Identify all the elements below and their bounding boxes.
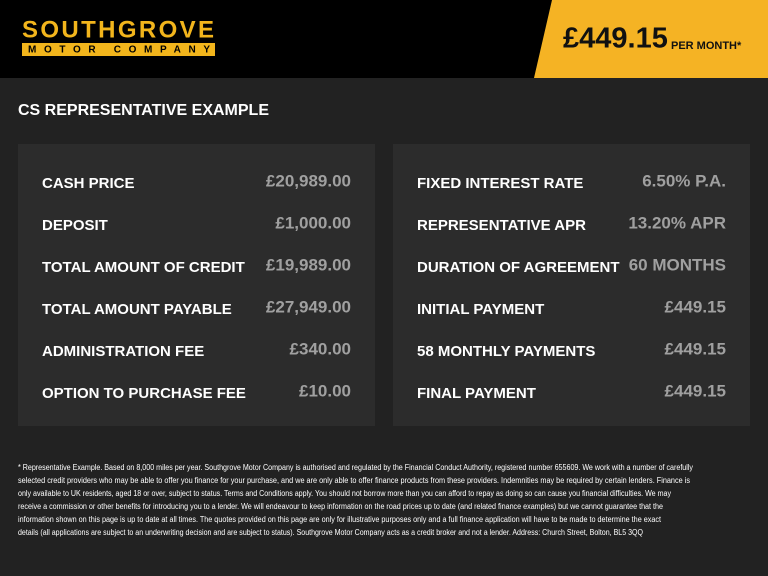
row-label: REPRESENTATIVE APR [417, 217, 586, 234]
brand: SOUTHGROVE [22, 16, 214, 43]
row-value: £1,000.00 [275, 213, 351, 232]
row-value: £10.00 [299, 381, 351, 400]
footnote-line: receive a commission or other benefits f… [18, 502, 663, 511]
footnote-line: information shown on this page is up to … [18, 515, 662, 524]
row-label: OPTION TO PURCHASE FEE [42, 385, 246, 402]
row-label: FINAL PAYMENT [417, 385, 536, 402]
row-value: £27,949.00 [266, 297, 351, 316]
brand-sub-box [22, 43, 215, 56]
row-label: TOTAL AMOUNT OF CREDIT [42, 259, 245, 276]
row-label: CASH PRICE [42, 175, 135, 192]
row-label: FIXED INTEREST RATE [417, 175, 583, 192]
row-value: 6.50% P.A. [642, 171, 726, 190]
right-panel [393, 144, 750, 426]
row-value: £449.15 [665, 297, 726, 316]
row-value: 60 MONTHS [629, 255, 726, 274]
row-label: DURATION OF AGREEMENT [417, 259, 620, 276]
row-value: £449.15 [665, 381, 726, 400]
section-title: CS REPRESENTATIVE EXAMPLE [18, 102, 269, 119]
row-value: 13.20% APR [628, 213, 726, 232]
row-label: TOTAL AMOUNT PAYABLE [42, 301, 232, 318]
row-label: INITIAL PAYMENT [417, 301, 544, 318]
price-suffix: PER MONTH* [671, 40, 742, 52]
row-value: £20,989.00 [266, 171, 351, 190]
footnote-line: selected credit providers who may be abl… [18, 476, 690, 485]
footnote-line: * Representative Example. Based on 8,000… [18, 463, 693, 472]
monthly-price: £449.15 [563, 23, 668, 55]
footnote: * Representative Example. Based on 8,000… [18, 463, 693, 537]
price-banner [534, 0, 768, 78]
rows: CASH PRICE £20,989.00 DEPOSIT £1,000.00 TOTA… [42, 171, 726, 401]
left-panel [18, 144, 375, 426]
row-label: ADMINISTRATION FEE [42, 343, 204, 360]
row-label: DEPOSIT [42, 217, 108, 234]
brand-sub: MOTOR COMPANY [28, 45, 210, 56]
row-value: £19,989.00 [266, 255, 351, 274]
footnote-line: only available to UK residents, aged 18 … [18, 489, 671, 498]
row-value: £449.15 [665, 339, 726, 358]
row-label: 58 MONTHLY PAYMENTS [417, 343, 595, 360]
row-value: £340.00 [290, 339, 351, 358]
footnote-line: details (all applications are subject to… [18, 528, 643, 537]
